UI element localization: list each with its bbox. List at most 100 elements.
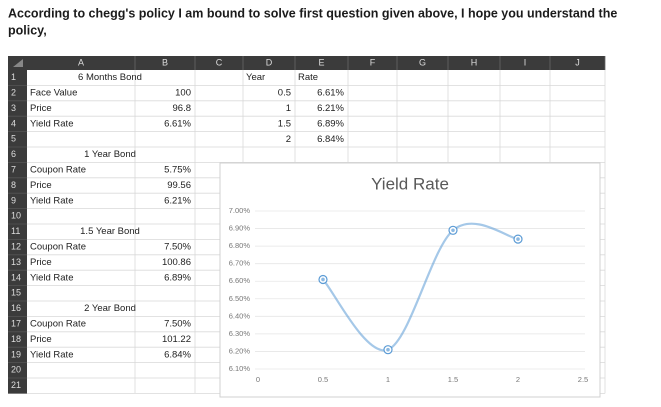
y-tick-label: 6.40% bbox=[229, 311, 251, 320]
cell: 100.86 bbox=[162, 257, 191, 268]
row-header: 11 bbox=[11, 226, 20, 236]
column-header: I bbox=[524, 57, 527, 67]
cell: 6.61% bbox=[317, 88, 344, 99]
row-header-bar bbox=[8, 56, 27, 394]
y-tick-label: 6.80% bbox=[229, 241, 251, 250]
cell: 6.21% bbox=[164, 195, 191, 206]
row-header: 17 bbox=[11, 318, 21, 328]
x-tick-label: 0 bbox=[256, 375, 260, 384]
x-tick-label: 2 bbox=[516, 375, 520, 384]
data-point bbox=[318, 274, 328, 285]
x-tick-label: 0.5 bbox=[318, 375, 328, 384]
cell: 2 Year Bond bbox=[84, 303, 136, 314]
column-header: C bbox=[216, 57, 223, 67]
cell: 96.8 bbox=[173, 103, 192, 114]
marker-dot bbox=[451, 228, 455, 233]
data-point bbox=[513, 234, 523, 244]
x-tick-label: 2.5 bbox=[578, 375, 588, 384]
row-header: 1 bbox=[11, 72, 16, 82]
cell: 7.50% bbox=[164, 319, 191, 330]
y-tick-label: 6.30% bbox=[229, 329, 251, 338]
column-header: A bbox=[78, 57, 84, 67]
y-tick-label: 6.20% bbox=[229, 346, 251, 355]
cell: 100 bbox=[175, 88, 191, 99]
cell: 1 Year Bond bbox=[84, 149, 136, 160]
cell: 6.84% bbox=[164, 349, 191, 360]
cell: Rate bbox=[298, 72, 318, 83]
cell: 1.5 bbox=[278, 118, 291, 129]
column-header: E bbox=[318, 57, 324, 67]
chart: Yield Rate 6.10% 6.20% 6.30% 6.40% 6.50% 6.60… bbox=[219, 162, 601, 398]
data-point bbox=[448, 225, 458, 235]
row-header: 20 bbox=[11, 365, 21, 375]
cell: 7.50% bbox=[164, 242, 191, 253]
column-header: B bbox=[162, 57, 168, 67]
x-tick-label: 1 bbox=[386, 375, 390, 384]
y-tick-label: 6.90% bbox=[229, 224, 251, 233]
chart-area bbox=[219, 162, 601, 398]
row-header: 3 bbox=[11, 103, 16, 113]
column-header: G bbox=[419, 57, 426, 67]
cell: 6.61% bbox=[164, 118, 191, 129]
cell: Yield Rate bbox=[30, 349, 73, 360]
row-header: 13 bbox=[11, 257, 21, 267]
cell: 0.5 bbox=[278, 88, 291, 99]
y-tick-label: 6.70% bbox=[229, 259, 251, 268]
row-header: 14 bbox=[11, 272, 21, 282]
data-point bbox=[383, 345, 393, 355]
row-header: 19 bbox=[11, 349, 21, 359]
cell: 99.56 bbox=[167, 180, 191, 191]
row-header: 10 bbox=[11, 211, 21, 221]
cell: 2 bbox=[286, 134, 291, 145]
cell: 1.5 Year Bond bbox=[80, 226, 140, 237]
row-header: 16 bbox=[11, 303, 21, 313]
cell: Face Value bbox=[30, 88, 77, 99]
header-line: policy, bbox=[8, 23, 47, 37]
column-header-bar bbox=[8, 56, 605, 70]
cell: 1 bbox=[286, 103, 291, 114]
row-header: 12 bbox=[11, 241, 21, 251]
y-tick-label: 6.50% bbox=[229, 294, 251, 303]
cell: Yield Rate bbox=[30, 272, 73, 283]
y-tick-label: 7.00% bbox=[229, 206, 251, 215]
row-header: 15 bbox=[11, 288, 21, 298]
x-tick-label: 1.5 bbox=[448, 375, 458, 384]
row-header: 6 bbox=[11, 149, 16, 159]
column-header: F bbox=[370, 57, 376, 67]
row-header: 9 bbox=[11, 195, 16, 205]
row-header: 4 bbox=[11, 118, 16, 128]
row-header: 21 bbox=[11, 380, 21, 390]
chart-title: Yield Rate bbox=[371, 174, 449, 193]
marker-dot bbox=[386, 347, 390, 352]
column-header: D bbox=[266, 57, 273, 67]
cell: 6.89% bbox=[164, 272, 191, 283]
cell: Price bbox=[30, 334, 52, 345]
row-header: 8 bbox=[11, 180, 16, 190]
row-header: 5 bbox=[11, 134, 16, 144]
cell: Yield Rate bbox=[30, 118, 73, 129]
cell: Price bbox=[30, 180, 52, 191]
cell: Year bbox=[246, 72, 265, 83]
cell: Price bbox=[30, 103, 52, 114]
cell: Price bbox=[30, 257, 52, 268]
y-tick-label: 6.10% bbox=[229, 364, 251, 373]
cell: 6.21% bbox=[317, 103, 344, 114]
cell: Coupon Rate bbox=[30, 165, 86, 176]
cell: Coupon Rate bbox=[30, 319, 86, 330]
cell: 6 Months Bond bbox=[78, 72, 142, 83]
column-header: J bbox=[575, 57, 580, 67]
row-header: 2 bbox=[11, 87, 16, 97]
y-tick-label: 6.60% bbox=[229, 276, 251, 285]
marker-dot bbox=[516, 237, 520, 241]
column-header: H bbox=[471, 57, 478, 67]
cell: 5.75% bbox=[164, 165, 191, 176]
marker-dot bbox=[321, 277, 325, 282]
row-header: 18 bbox=[11, 334, 21, 344]
cell: 6.84% bbox=[317, 134, 344, 145]
series-line bbox=[322, 222, 519, 352]
cell: 6.89% bbox=[317, 118, 344, 129]
row-header: 7 bbox=[11, 164, 16, 174]
corner-triangle bbox=[13, 59, 23, 67]
cell: 101.22 bbox=[162, 334, 191, 345]
